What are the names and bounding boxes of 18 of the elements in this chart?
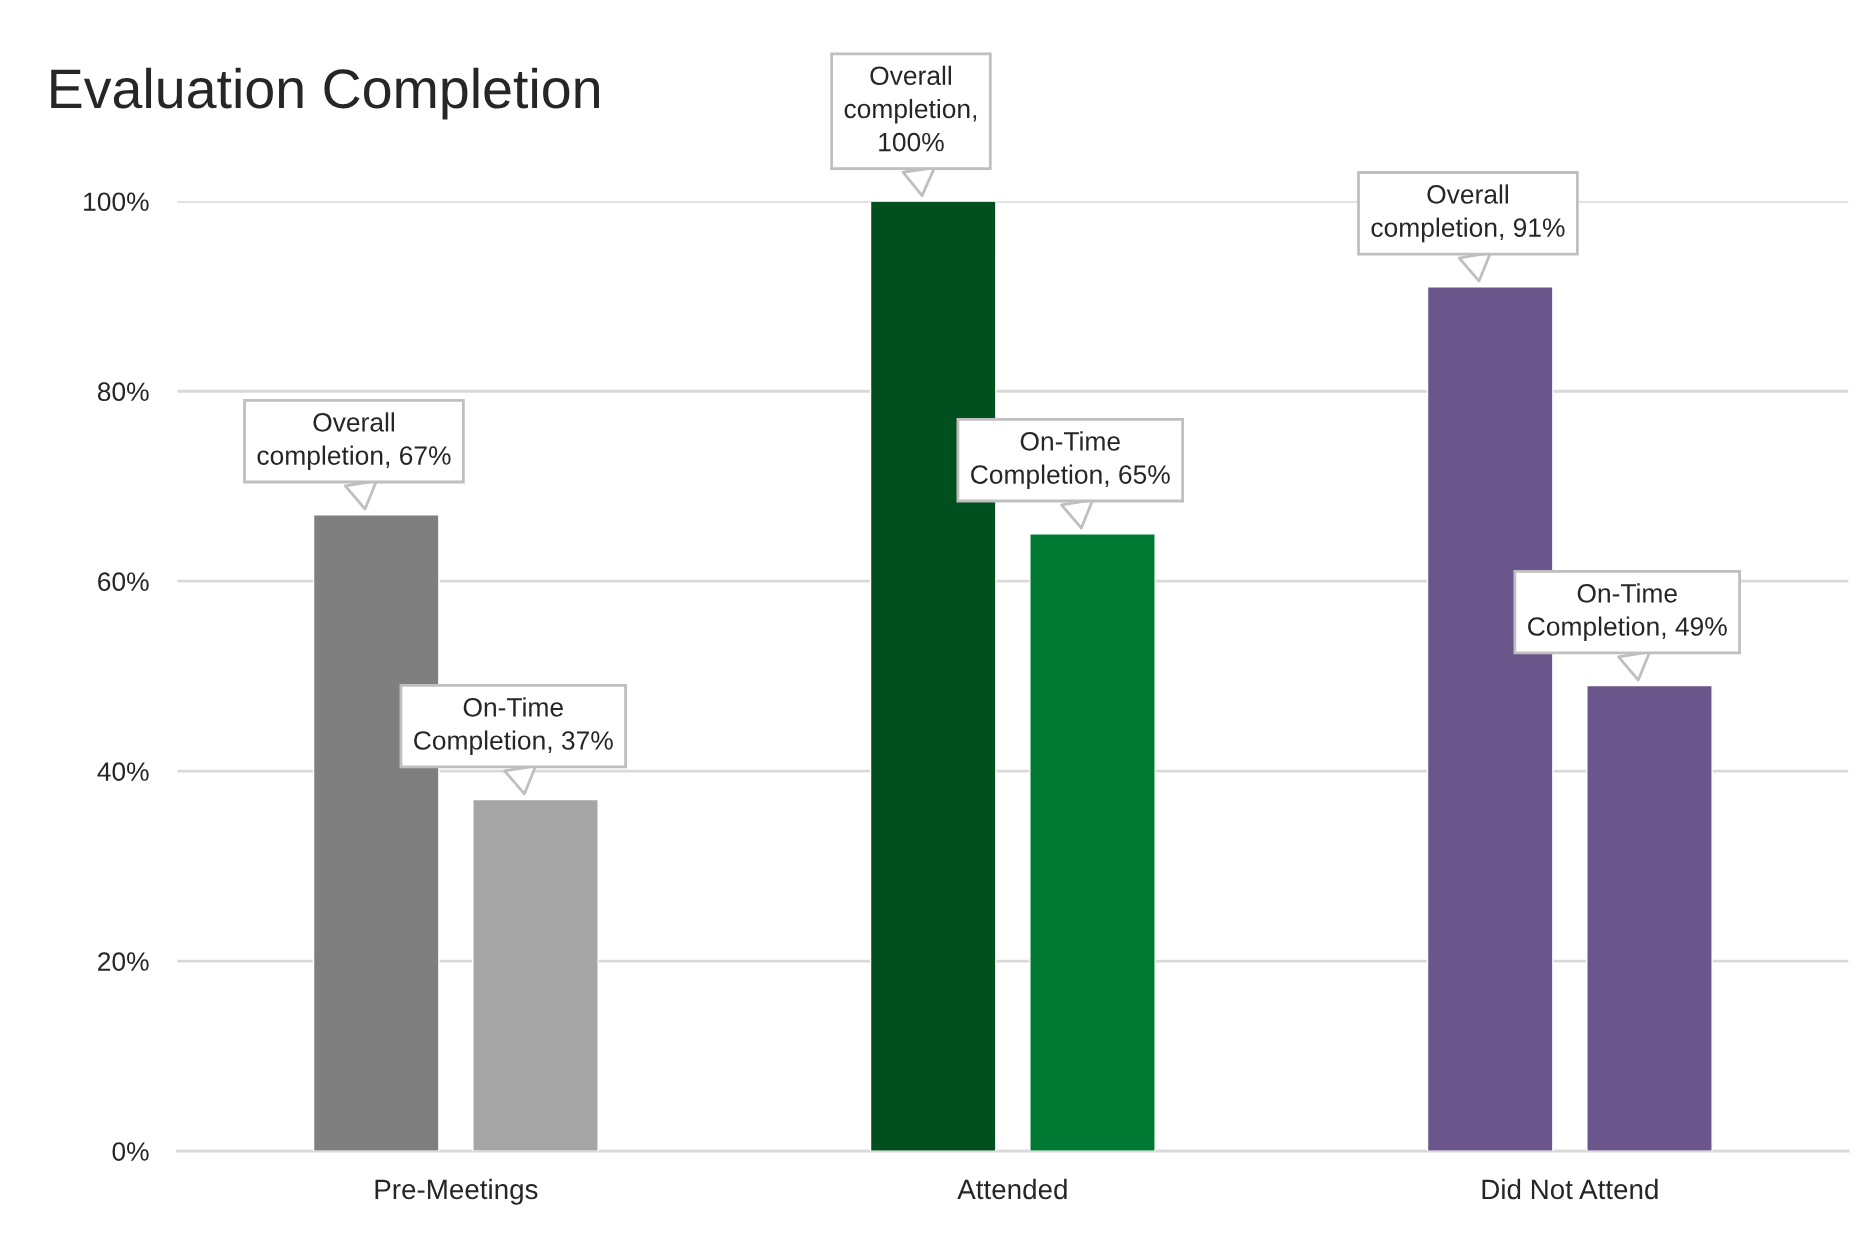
data-label: Overall completion, 100%: [844, 65, 977, 152]
y-tick-label: 100%: [84, 192, 149, 212]
x-tick-label: Attended: [957, 1178, 1067, 1200]
x-tick-label: Did Not Attend: [1482, 1178, 1658, 1200]
y-tick-label: 40%: [97, 762, 149, 781]
bar: [1029, 533, 1156, 1152]
y-tick-label: 60%: [98, 572, 149, 592]
y-tick-label: 20%: [98, 952, 149, 971]
data-label: On-Time Completion, 37%: [414, 697, 613, 756]
x-tick-label: Pre-Meetings: [375, 1178, 538, 1205]
y-tick-label: 0%: [112, 1142, 149, 1161]
data-label: On-Time Completion, 65%: [971, 431, 1170, 490]
y-tick-label: 80%: [97, 382, 149, 402]
data-label: Overall completion, 91%: [1371, 184, 1565, 243]
bar: [472, 798, 599, 1152]
data-label: On-Time Completion, 49%: [1528, 583, 1727, 642]
data-label: Overall completion, 67%: [257, 412, 451, 471]
chart-title: Evaluation Completion: [51, 67, 599, 120]
